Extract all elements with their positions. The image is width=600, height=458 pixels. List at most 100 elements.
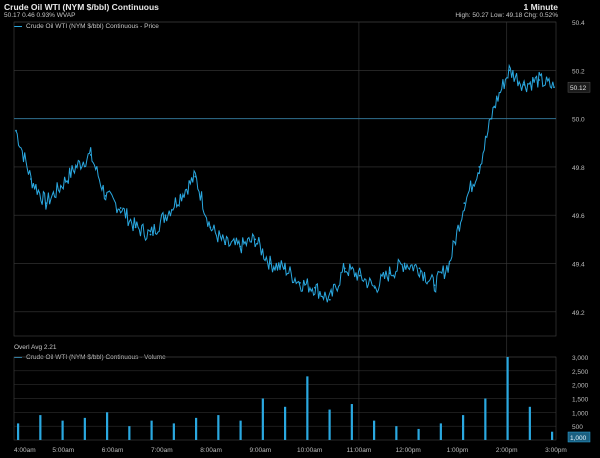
x-tick-label: 11:00am [346,447,371,454]
price-point [194,175,197,178]
series-swatch [14,26,22,27]
price-point [313,286,316,289]
x-tick-label: 8:00am [200,447,222,454]
volume-bar [284,406,287,440]
volume-bar [17,423,20,440]
price-point [44,202,47,205]
volume-bar [261,398,264,440]
summary-stats: High: 50.27 Low: 49.18 Chg: 0.52% [455,12,558,19]
price-y-tick-label: 49.8 [572,165,585,172]
x-tick-label: 5:00am [52,447,74,454]
price-point [269,262,271,265]
volume-bar [106,412,109,440]
price-point [119,207,122,209]
price-point [179,195,182,197]
volume-bar [83,417,86,440]
price-point [104,195,107,197]
volume-bar [172,423,175,440]
last-price-label: 50.12 [570,85,587,92]
volume-bar [439,423,442,440]
price-point [433,284,436,287]
price-point [30,178,32,180]
volume-bar [217,415,220,440]
x-tick-label: 12:00pm [396,447,421,454]
price-point [328,298,331,301]
price-point [358,274,361,277]
price-legend-label: Crude Oil WTI (NYM $/bbl) Continuous - P… [26,23,159,30]
volume-bar [417,428,420,440]
price-y-tick-label: 49.6 [572,213,585,220]
volume-bar [551,431,554,440]
volume-y-tick-label: 1,000 [572,410,589,417]
chart-subtitle: 50.17 0.46 0.93% WVAP [4,12,76,19]
x-tick-label: 6:00am [102,447,124,454]
price-point [239,245,242,248]
price-point [59,185,62,188]
volume-y-tick-label: 3,000 [572,355,589,362]
volume-y-tick-label: 500 [572,424,583,431]
volume-bar [395,426,398,440]
volume-bar [150,420,153,440]
volume-bar [61,420,64,440]
volume-y-tick-label: 2,000 [572,383,589,390]
volume-bar [373,420,376,440]
volume-bar [195,417,198,440]
price-point [418,267,421,270]
price-panel-frame [13,21,557,337]
volume-y-tick-label: 2,500 [572,369,589,376]
price-point [164,214,167,217]
price-point [254,238,257,241]
x-tick-label: 7:00am [151,447,173,454]
price-point [134,226,137,229]
price-point [224,243,227,246]
price-y-tick-label: 50.2 [572,68,585,75]
price-legend: Crude Oil WTI (NYM $/bbl) Continuous - P… [14,23,159,30]
price-series-line [15,63,555,303]
price-point [448,262,451,265]
price-point [493,105,496,108]
price-point [209,226,212,229]
x-tick-label: 2:00pm [496,447,518,454]
volume-y-tick-label: 1,500 [572,397,589,404]
price-point [403,262,406,265]
price-point [299,281,301,284]
price-point [74,166,77,168]
last-price-tag [567,81,591,93]
x-tick-label: 9:00am [250,447,272,454]
volume-bar [128,426,131,440]
price-point [553,86,555,89]
volume-legend: Crude Oil WTI (NYM $/bbl) Continuous - V… [14,354,166,361]
volume-bar [506,357,509,440]
price-y-tick-label: 50.4 [572,20,585,27]
last-volume-tag [567,431,591,443]
volume-bar [306,376,309,440]
price-point [149,233,152,236]
price-point [508,69,511,72]
last-volume-label: 1,000 [570,435,587,442]
price-point [343,267,346,270]
price-point [463,202,466,205]
volume-bar [484,398,487,440]
price-point [15,129,17,132]
volume-legend-label: Crude Oil WTI (NYM $/bbl) Continuous - V… [26,354,166,361]
volume-bar [350,404,353,440]
x-tick-label: 1:00pm [447,447,469,454]
volume-bar [239,420,242,440]
volume-stats: Overl Avg 2.21 [14,344,57,351]
volume-bar [462,415,465,440]
series-swatch [14,357,22,358]
volume-bar [528,406,531,440]
chart-title: Crude Oil WTI (NYM $/bbl) Continuous [4,2,159,12]
price-point [89,153,92,156]
price-point [284,267,286,270]
price-y-tick-label: 50.0 [572,117,585,124]
price-y-tick-label: 49.4 [572,262,585,269]
x-tick-label: 3:00pm [545,447,567,454]
interval-label[interactable]: 1 Minute [523,2,558,12]
price-point [478,166,481,168]
price-point [373,286,376,289]
price-point [523,83,526,86]
x-tick-label: 10:00am [297,447,322,454]
price-point [538,79,540,81]
